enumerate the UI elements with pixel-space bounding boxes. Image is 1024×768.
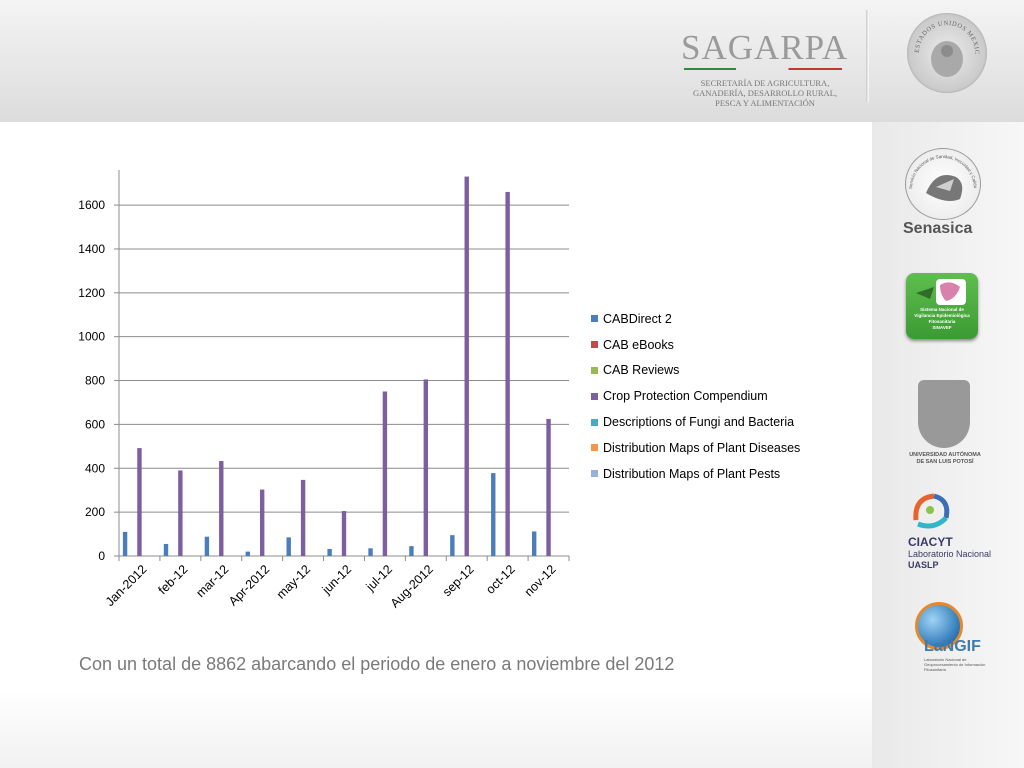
header-band: [0, 0, 1024, 122]
uaslp-line: DE SAN LUIS POTOSÍ: [916, 459, 974, 465]
bar: [219, 461, 224, 556]
langif-sublabel: Laboratorio Nacional de Geoprocesamiento…: [924, 657, 986, 672]
sinavef-line: SINAVEF: [932, 325, 952, 330]
y-tick-label: 600: [85, 417, 105, 431]
header-divider: [866, 10, 869, 102]
bar: [163, 543, 169, 556]
chart-legend: CABDirect 2 CAB eBooks CAB Reviews Crop Pro…: [591, 306, 800, 487]
uaslp-label: UNIVERSIDAD AUTÓNOMA DE SAN LUIS POTOSÍ: [900, 452, 990, 466]
bar: [300, 479, 306, 556]
x-tick-label: oct-12: [483, 562, 517, 596]
bar: [531, 531, 537, 556]
legend-label: Distribution Maps of Plant Pests: [603, 466, 781, 481]
sagarpa-subtitle-line: PESCA Y ALIMENTACIÓN: [715, 98, 815, 108]
ciacyt-sub-line: UASLP: [908, 560, 939, 570]
x-tick-label: sep-12: [440, 562, 477, 599]
sinavef-line: Fitosanitaria: [928, 319, 956, 324]
bar: [327, 548, 332, 556]
ciacyt-sublabel: Laboratorio Nacional UASLP: [908, 549, 991, 571]
legend-swatch: [591, 418, 598, 426]
ciacyt-label: CIACYT: [908, 535, 953, 549]
legend-item: CAB eBooks: [591, 332, 800, 358]
legend-label: CABDirect 2: [603, 311, 672, 326]
x-tick-label: Jan-2012: [103, 562, 150, 609]
sagarpa-subtitle-line: GANADERÍA, DESARROLLO RURAL,: [692, 88, 838, 98]
bar: [341, 511, 347, 556]
bar: [505, 191, 510, 556]
legend-swatch: [591, 444, 598, 452]
y-tick-label: 1200: [78, 286, 105, 300]
legend-swatch: [591, 470, 598, 478]
legend-label: Descriptions of Fungi and Bacteria: [603, 415, 795, 430]
sinavef-logo-icon: Sistema Nacional de Vigilancia Epidemiol…: [906, 273, 978, 339]
bar: [245, 551, 251, 556]
ciacyt-sub-line: Laboratorio Nacional: [908, 549, 992, 559]
bar: [368, 548, 373, 556]
uaslp-line: UNIVERSIDAD AUTÓNOMA: [909, 452, 981, 458]
bar: [122, 531, 128, 556]
bar: [382, 391, 388, 556]
bar: [259, 489, 265, 556]
sagarpa-subtitle: SECRETARÍA DE AGRICULTURA, GANADERÍA, DE…: [680, 78, 850, 108]
legend-label: CAB eBooks: [603, 337, 674, 352]
x-tick-label: mar-12: [193, 562, 231, 600]
bar: [286, 537, 291, 556]
legend-swatch: [591, 315, 598, 323]
y-tick-label: 1600: [78, 198, 105, 212]
bar: [491, 473, 496, 556]
legend-item: CAB Reviews: [591, 358, 800, 384]
bar: [464, 176, 469, 557]
y-tick-label: 1000: [78, 330, 105, 344]
legend-item: Crop Protection Compendium: [591, 383, 800, 409]
summary-caption: Con un total de 8862 abarcando el period…: [79, 654, 675, 674]
sagarpa-color-line: [684, 68, 842, 70]
langif-globe-icon: [915, 602, 963, 650]
x-tick-label: Aug-2012: [388, 562, 436, 610]
y-tick-label: 1400: [78, 242, 105, 256]
sinavef-text: Sistema Nacional de Vigilancia Epidemiol…: [910, 307, 974, 331]
senasica-logo-icon: Servicio Nacional de Sanidad, Inocuidad …: [904, 145, 981, 220]
y-tick-label: 400: [85, 461, 105, 475]
legend-label: Distribution Maps of Plant Diseases: [603, 440, 801, 455]
y-tick-label: 200: [85, 505, 105, 519]
bar: [450, 535, 455, 556]
senasica-label: Senasica: [903, 220, 973, 237]
bar: [137, 448, 142, 556]
y-tick-label: 0: [98, 549, 105, 563]
legend-item: Descriptions of Fungi and Bacteria: [591, 409, 800, 435]
y-tick-label: 800: [85, 374, 105, 388]
bar: [409, 546, 414, 556]
sagarpa-logo-title: SAGARPA: [681, 28, 849, 67]
legend-item: Distribution Maps of Plant Diseases: [591, 435, 800, 461]
sinavef-line: Sistema Nacional de: [920, 307, 964, 312]
x-tick-label: jul-12: [363, 562, 395, 594]
x-tick-label: Apr-2012: [226, 562, 272, 608]
legend-item: Distribution Maps of Plant Pests: [591, 461, 800, 487]
x-tick-label: feb-12: [156, 562, 191, 597]
uaslp-shield-icon: [918, 380, 970, 448]
x-tick-label: nov-12: [522, 562, 559, 599]
x-tick-label: may-12: [274, 562, 313, 601]
legend-item: CABDirect 2: [591, 306, 800, 332]
bar: [204, 536, 210, 556]
bar: [178, 470, 183, 556]
legend-swatch: [591, 366, 598, 374]
bottom-swoosh: [0, 690, 872, 768]
bar: [423, 379, 429, 556]
ciacyt-logo-icon: [910, 490, 952, 532]
legend-swatch: [591, 392, 598, 400]
mexico-seal-icon: ESTADOS UNIDOS MEXICANOS: [907, 13, 987, 93]
bar-chart: 0 200 400 600 800 1000 1200 1400 1600 Jan-2012 feb…: [78, 170, 570, 610]
legend-swatch: [591, 341, 598, 349]
sagarpa-subtitle-line: SECRETARÍA DE AGRICULTURA,: [700, 78, 830, 88]
legend-label: Crop Protection Compendium: [603, 389, 768, 404]
legend-label: CAB Reviews: [603, 363, 680, 378]
bar: [546, 418, 551, 556]
sinavef-line: Vigilancia Epidemiológica: [914, 313, 970, 318]
langif-label: LaNGIF: [924, 638, 981, 655]
x-tick-label: jun-12: [319, 562, 354, 597]
